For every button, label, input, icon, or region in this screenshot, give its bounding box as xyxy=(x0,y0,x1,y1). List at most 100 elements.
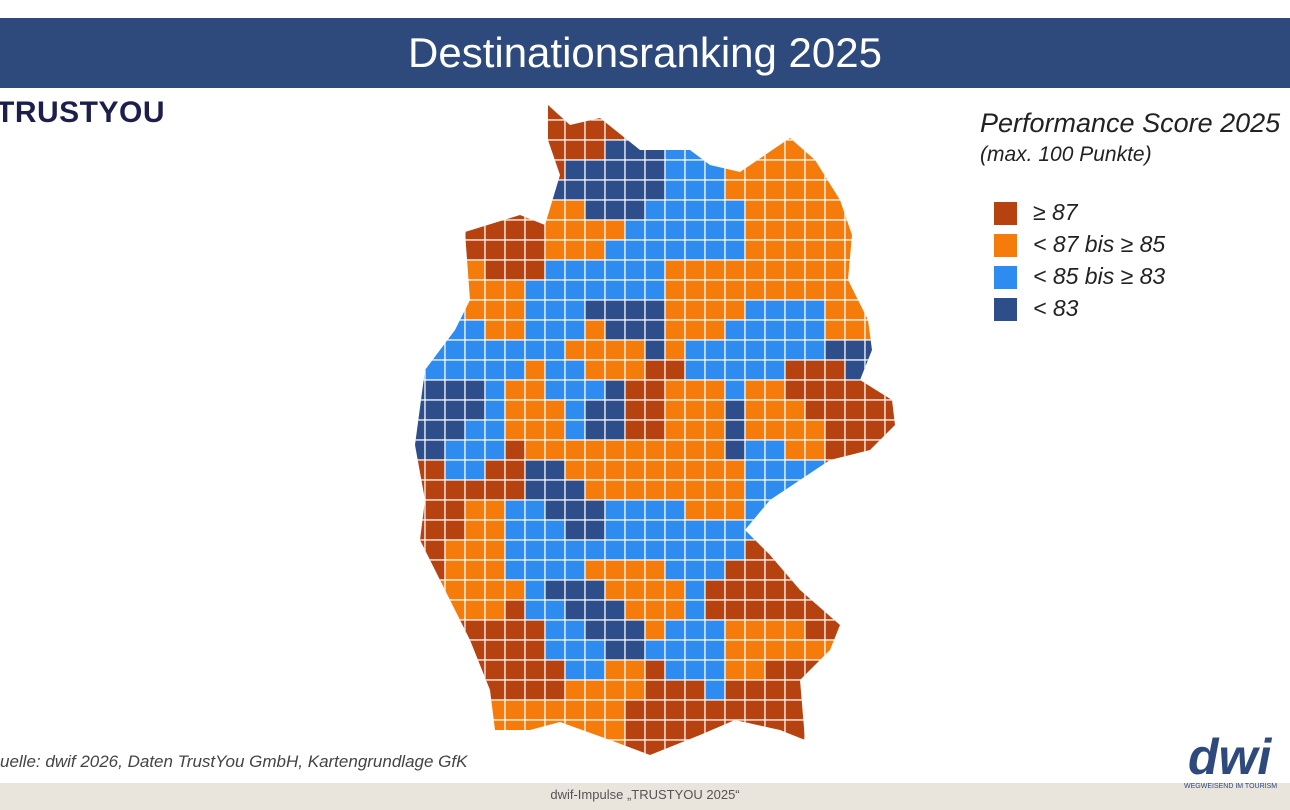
region xyxy=(604,319,626,341)
region xyxy=(684,459,706,481)
region xyxy=(784,499,806,521)
region xyxy=(684,659,706,681)
region xyxy=(484,119,506,141)
region xyxy=(884,739,895,755)
region xyxy=(624,479,646,501)
region xyxy=(804,719,826,741)
region xyxy=(584,679,606,701)
region xyxy=(544,339,566,361)
region xyxy=(764,659,786,681)
region xyxy=(724,479,746,501)
region xyxy=(424,379,446,401)
region xyxy=(444,459,466,481)
region xyxy=(664,339,686,361)
region xyxy=(804,159,826,181)
region xyxy=(584,699,606,721)
region xyxy=(644,579,666,601)
region xyxy=(415,259,426,281)
region xyxy=(624,459,646,481)
region xyxy=(415,679,426,701)
legend-label: < 85 bis ≥ 83 xyxy=(1033,263,1166,289)
region xyxy=(684,279,706,301)
region xyxy=(484,359,506,381)
region xyxy=(504,219,526,241)
region xyxy=(744,739,766,755)
region xyxy=(444,319,466,341)
region xyxy=(864,619,886,641)
region xyxy=(844,259,866,281)
region xyxy=(484,639,506,661)
region xyxy=(844,519,866,541)
region xyxy=(584,159,606,181)
region xyxy=(704,579,726,601)
region xyxy=(744,479,766,501)
region xyxy=(844,279,866,301)
legend-item: < 87 bis ≥ 85 xyxy=(994,232,1165,258)
region xyxy=(744,679,766,701)
region xyxy=(884,459,895,481)
region xyxy=(464,339,486,361)
region xyxy=(684,579,706,601)
region xyxy=(504,239,526,261)
region xyxy=(604,339,626,361)
region xyxy=(524,659,546,681)
region xyxy=(884,499,895,521)
region xyxy=(704,719,726,741)
region xyxy=(804,379,826,401)
region xyxy=(564,219,586,241)
region xyxy=(724,419,746,441)
region xyxy=(664,359,686,381)
region xyxy=(484,619,506,641)
region xyxy=(644,219,666,241)
region xyxy=(584,219,606,241)
region xyxy=(504,279,526,301)
region xyxy=(704,679,726,701)
region xyxy=(884,479,895,501)
region xyxy=(824,639,846,661)
region xyxy=(744,599,766,621)
region xyxy=(884,359,895,381)
region xyxy=(484,499,506,521)
title: Destinationsranking 2025 xyxy=(408,29,882,76)
region xyxy=(684,499,706,521)
region xyxy=(864,319,886,341)
region xyxy=(544,379,566,401)
region xyxy=(564,299,586,321)
region xyxy=(584,559,606,581)
region xyxy=(584,599,606,621)
region xyxy=(844,499,866,521)
region xyxy=(415,419,426,441)
region xyxy=(764,299,786,321)
region xyxy=(544,739,566,755)
region xyxy=(844,139,866,161)
region xyxy=(604,499,626,521)
region xyxy=(804,219,826,241)
region xyxy=(844,359,866,381)
region xyxy=(524,399,546,421)
region xyxy=(464,159,486,181)
region xyxy=(424,259,446,281)
region xyxy=(584,199,606,221)
region xyxy=(684,199,706,221)
region xyxy=(864,199,886,221)
region xyxy=(844,719,866,741)
region xyxy=(624,499,646,521)
region xyxy=(684,619,706,641)
region xyxy=(464,699,486,721)
region xyxy=(784,739,806,755)
region xyxy=(884,599,895,621)
region xyxy=(684,679,706,701)
region xyxy=(564,319,586,341)
region xyxy=(524,419,546,441)
region xyxy=(524,159,546,181)
region xyxy=(704,319,726,341)
region xyxy=(704,459,726,481)
region xyxy=(424,239,446,261)
region xyxy=(415,179,426,201)
region xyxy=(564,239,586,261)
region xyxy=(824,119,846,141)
region xyxy=(864,279,886,301)
region xyxy=(424,219,446,241)
region xyxy=(724,119,746,141)
region xyxy=(624,739,646,755)
